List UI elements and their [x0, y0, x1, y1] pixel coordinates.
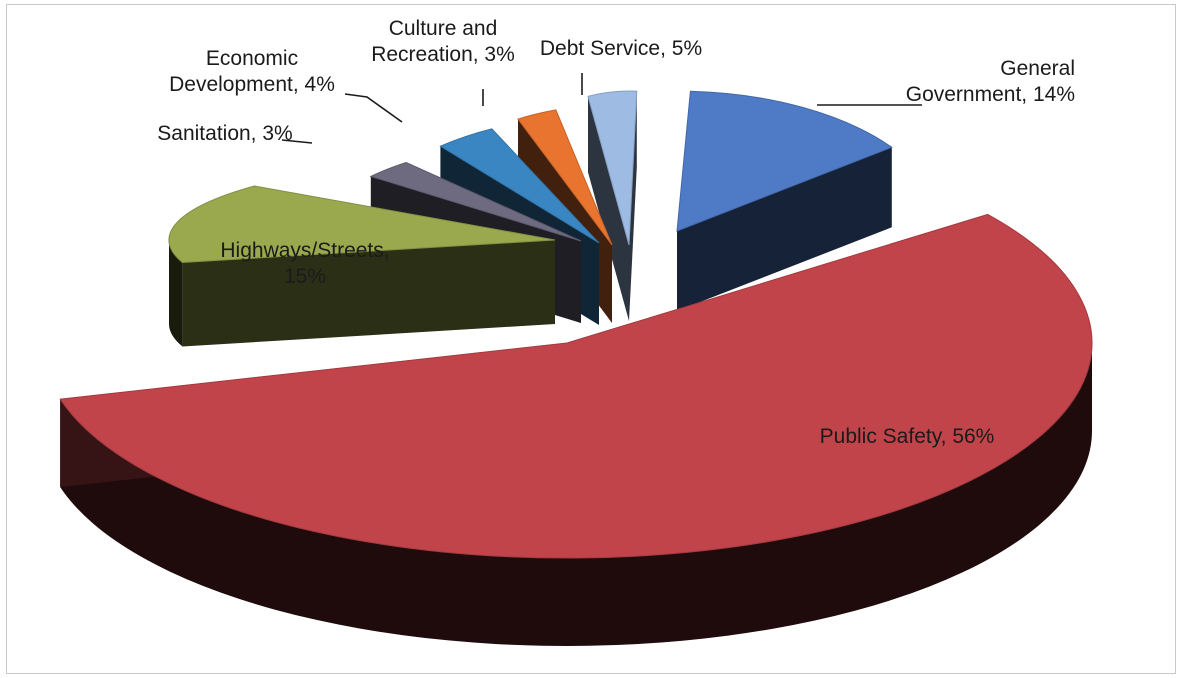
slice-label-line: Economic — [206, 47, 298, 70]
slice-highways-streets — [168, 185, 556, 264]
slice-label-line: Debt Service, 5% — [540, 37, 702, 60]
slice-label-highways-streets: Highways/Streets, 15% — [220, 239, 389, 288]
slice-debt-service — [587, 90, 638, 246]
slice-label-sanitation: Sanitation, 3% — [157, 122, 292, 145]
leader-line-economic-development — [344, 93, 403, 123]
slice-label-line: Public Safety, 56% — [820, 425, 995, 448]
slice-label-line: Recreation, 3% — [371, 43, 515, 66]
slice-label-economic-development: Economic Development, 4% — [169, 47, 335, 96]
slice-label-line: Highways/Streets, — [220, 239, 389, 262]
slice-side-highways-streets — [168, 240, 183, 347]
slice-economic-development — [439, 128, 600, 244]
slice-label-line: Development, 4% — [169, 73, 335, 96]
slice-wall-general-government-1 — [677, 147, 892, 311]
slice-label-debt-service: Debt Service, 5% — [540, 37, 702, 60]
slice-side-public-safety — [60, 343, 1093, 646]
pie-top-layer — [59, 90, 1093, 559]
slice-label-line: Sanitation, 3% — [157, 122, 292, 145]
chart-frame: General Government, 14% Public Safety, 56%… — [6, 4, 1176, 674]
slice-label-line: Culture and — [389, 17, 498, 40]
leader-line-sanitation — [281, 139, 313, 144]
slice-label-line: Government, 14% — [906, 83, 1075, 106]
pie-chart: General Government, 14% Public Safety, 56%… — [59, 17, 1093, 646]
slice-wall-debt-service-0 — [588, 96, 629, 321]
slice-label-culture-recreation: Culture and Recreation, 3% — [371, 17, 515, 66]
slice-label-line: 15% — [284, 265, 326, 288]
slice-culture-recreation — [517, 109, 613, 246]
slice-labels: General Government, 14% Public Safety, 56%… — [157, 17, 1075, 448]
slice-public-safety — [59, 213, 1093, 559]
slice-label-public-safety: Public Safety, 56% — [820, 425, 995, 448]
slice-sanitation — [369, 161, 582, 242]
slice-label-general-government: General Government, 14% — [906, 57, 1075, 106]
slice-general-government — [676, 90, 893, 232]
slice-wall-debt-service-1 — [629, 91, 637, 321]
leader-lines — [281, 73, 922, 144]
slice-label-line: General — [1000, 57, 1075, 80]
